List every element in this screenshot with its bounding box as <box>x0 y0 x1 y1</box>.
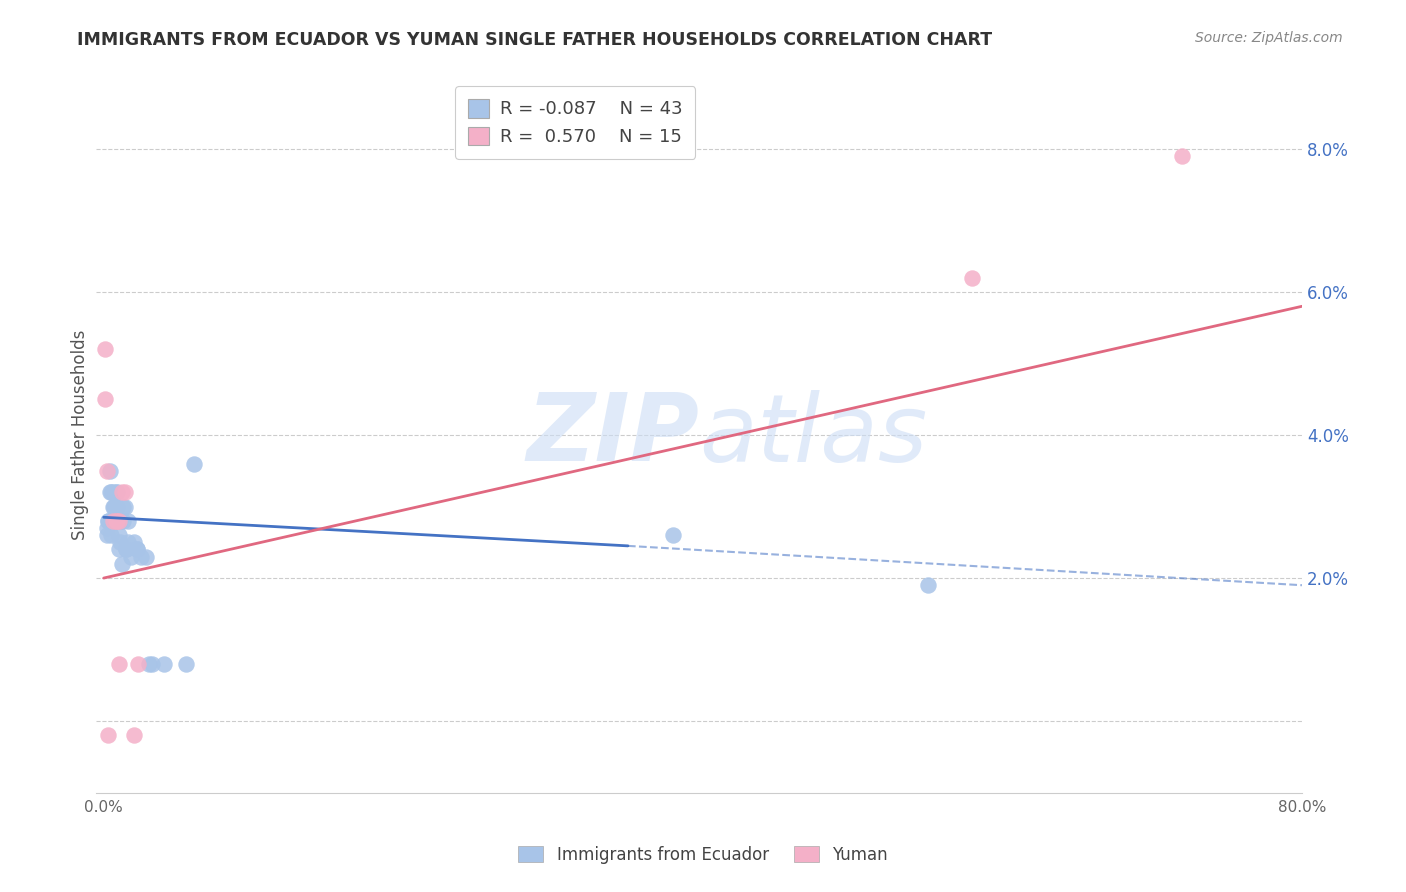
Point <box>107 657 129 671</box>
Text: atlas: atlas <box>699 390 928 481</box>
Point <box>114 500 136 514</box>
Legend: R = -0.087    N = 43, R =  0.570    N = 15: R = -0.087 N = 43, R = 0.570 N = 15 <box>456 87 696 159</box>
Text: IMMIGRANTS FROM ECUADOR VS YUMAN SINGLE FATHER HOUSEHOLDS CORRELATION CHART: IMMIGRANTS FROM ECUADOR VS YUMAN SINGLE … <box>77 31 993 49</box>
Point <box>115 542 138 557</box>
Point <box>141 657 163 671</box>
Point <box>96 528 118 542</box>
Point <box>111 485 134 500</box>
Point <box>135 549 157 564</box>
Point <box>138 657 160 671</box>
Point <box>107 542 129 557</box>
Legend: Immigrants from Ecuador, Yuman: Immigrants from Ecuador, Yuman <box>512 839 894 871</box>
Point <box>917 578 939 592</box>
Point <box>105 500 128 514</box>
Point <box>183 457 205 471</box>
Point <box>105 514 128 528</box>
Point <box>111 557 134 571</box>
Point <box>97 514 120 528</box>
Point <box>97 728 120 742</box>
Point <box>108 535 131 549</box>
Point <box>114 485 136 500</box>
Text: Source: ZipAtlas.com: Source: ZipAtlas.com <box>1195 31 1343 45</box>
Point <box>117 535 139 549</box>
Point <box>962 270 984 285</box>
Point <box>98 464 121 478</box>
Point <box>662 528 685 542</box>
Point <box>94 342 117 356</box>
Point <box>101 500 124 514</box>
Point <box>101 514 124 528</box>
Point <box>97 514 120 528</box>
Point <box>122 728 145 742</box>
Point <box>104 514 127 528</box>
Point <box>117 514 139 528</box>
Point <box>107 514 129 528</box>
Point <box>105 485 128 500</box>
Point <box>103 500 125 514</box>
Point <box>112 500 135 514</box>
Point <box>1171 149 1194 163</box>
Point <box>101 485 124 500</box>
Point <box>100 528 122 542</box>
Point <box>108 514 131 528</box>
Point <box>96 464 118 478</box>
Point <box>103 500 125 514</box>
Point <box>120 549 142 564</box>
Point <box>98 485 121 500</box>
Point <box>104 485 127 500</box>
Text: ZIP: ZIP <box>526 389 699 481</box>
Y-axis label: Single Father Households: Single Father Households <box>72 330 89 541</box>
Point <box>115 542 138 557</box>
Point <box>100 485 122 500</box>
Point <box>174 657 197 671</box>
Point <box>125 542 148 557</box>
Point <box>152 657 174 671</box>
Point <box>96 521 118 535</box>
Point <box>94 392 117 407</box>
Point <box>122 535 145 549</box>
Point <box>107 528 129 542</box>
Point <box>112 514 135 528</box>
Point <box>104 500 127 514</box>
Point <box>100 514 122 528</box>
Point <box>127 657 149 671</box>
Point <box>125 542 148 557</box>
Point <box>104 514 127 528</box>
Point <box>129 549 152 564</box>
